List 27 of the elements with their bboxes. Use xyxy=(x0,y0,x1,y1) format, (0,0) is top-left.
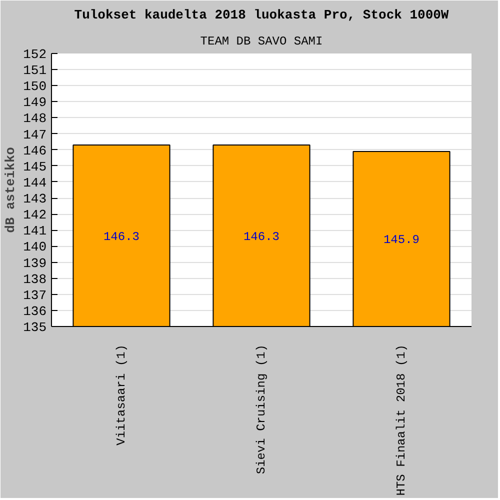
data-label: 146.3 xyxy=(243,230,280,244)
x-tick-label: Sievi Cruising (1) xyxy=(254,344,268,474)
y-axis-title: dB asteikko xyxy=(3,146,18,233)
x-tick-label: HTS Finaalit 2018 (1) xyxy=(394,344,408,496)
chart-title: Tulokset kaudelta 2018 luokasta Pro, Stock 1000W xyxy=(74,8,449,22)
y-tick-label: 147 xyxy=(23,127,46,142)
y-tick-label: 144 xyxy=(23,175,47,190)
x-tick-label: Viitasaari (1) xyxy=(114,344,128,446)
data-label: 146.3 xyxy=(103,230,140,244)
y-tick-label: 148 xyxy=(23,111,46,126)
y-tick-label: 141 xyxy=(23,224,47,239)
y-tick-label: 145 xyxy=(23,159,46,174)
y-tick-label: 135 xyxy=(23,320,46,335)
y-tick-label: 152 xyxy=(23,47,46,62)
y-tick-label: 137 xyxy=(23,288,46,303)
y-tick-label: 149 xyxy=(23,95,46,110)
y-tick-label: 150 xyxy=(23,79,46,94)
y-tick-label: 139 xyxy=(23,256,46,271)
y-tick-label: 136 xyxy=(23,304,46,319)
y-tick-label: 146 xyxy=(23,143,46,158)
y-tick-label: 142 xyxy=(23,208,46,223)
y-tick-label: 140 xyxy=(23,240,46,255)
y-tick-label: 151 xyxy=(23,63,47,78)
data-label: 145.9 xyxy=(383,232,420,247)
y-tick-label: 143 xyxy=(23,192,46,207)
y-tick-label: 138 xyxy=(23,272,46,287)
chart-subtitle: TEAM DB SAVO SAMI xyxy=(200,34,323,48)
